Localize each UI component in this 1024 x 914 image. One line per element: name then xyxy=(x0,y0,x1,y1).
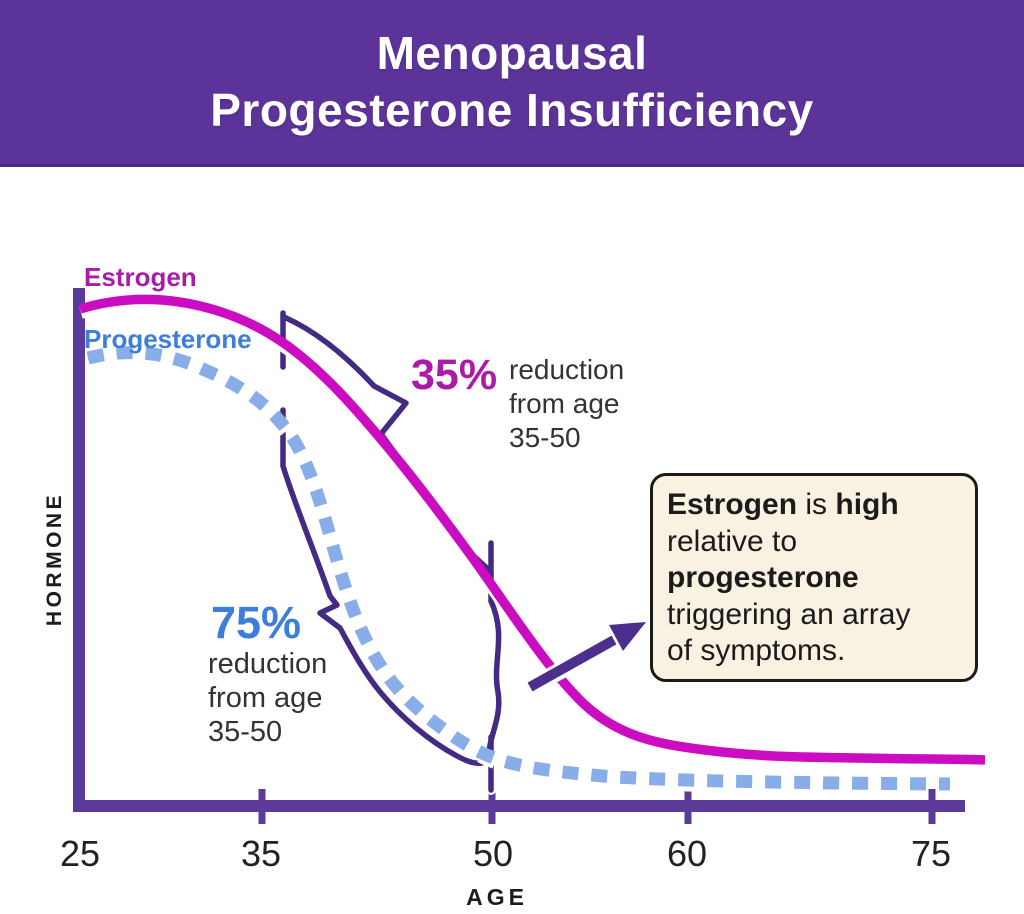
callout-arrow xyxy=(523,620,650,695)
progesterone-reduction-pct: 75% xyxy=(211,597,302,648)
callout-arrow-shaft xyxy=(527,635,617,692)
xy-axes xyxy=(73,288,965,812)
x-axis-title: AGE xyxy=(466,884,528,910)
callout-line4: triggering an array xyxy=(667,597,911,631)
x-tick-25: 25 xyxy=(59,833,101,874)
callout-line1: Estrogen is high xyxy=(667,487,961,524)
callout-bold-progesterone: progesterone xyxy=(667,561,859,594)
callout-bold-estrogen: Estrogen xyxy=(667,488,798,521)
callout-arrowhead-icon xyxy=(606,620,650,654)
progesterone-reduction-line2: from age xyxy=(208,682,323,714)
callout-is: is xyxy=(797,488,836,521)
estrogen-reduction-text: reduction from age 35-50 xyxy=(509,353,624,455)
symptoms-callout-box: Estrogen is high relative to progesteron… xyxy=(650,473,978,682)
page-title-line1: Menopausal xyxy=(376,27,648,79)
estrogen-reduction-pct: 35% xyxy=(411,351,498,399)
y-axis-title: HORMONE xyxy=(43,491,66,627)
estrogen-curve-label: Estrogen xyxy=(84,262,197,292)
estrogen-reduction-line3: 35-50 xyxy=(509,422,581,453)
callout-line5: of symptoms. xyxy=(667,634,846,667)
estrogen-curve xyxy=(78,294,986,765)
x-tick-60: 60 xyxy=(666,833,708,874)
progesterone-curve xyxy=(86,346,951,791)
callout-line2: relative to xyxy=(667,524,798,558)
callout-bold-high: high xyxy=(835,488,899,521)
x-tick-75: 75 xyxy=(910,833,952,874)
brace-progesterone-body xyxy=(280,407,489,766)
title-banner: Menopausal Progesterone Insufficiency xyxy=(0,0,1024,167)
callout-line3: progesterone xyxy=(667,560,961,597)
progesterone-reduction-line3: 35-50 xyxy=(208,716,283,748)
progesterone-curve-label: Progesterone xyxy=(84,324,252,354)
page-title-line2: Progesterone Insufficiency xyxy=(210,84,814,136)
progesterone-reduction-line1: reduction xyxy=(208,648,328,680)
progesterone-reduction-text: reduction from age 35-50 xyxy=(208,647,327,749)
estrogen-reduction-line1: reduction xyxy=(509,354,625,385)
x-tick-35: 35 xyxy=(240,833,282,874)
x-tick-50: 50 xyxy=(472,833,514,874)
estrogen-reduction-line2: from age xyxy=(509,388,620,419)
